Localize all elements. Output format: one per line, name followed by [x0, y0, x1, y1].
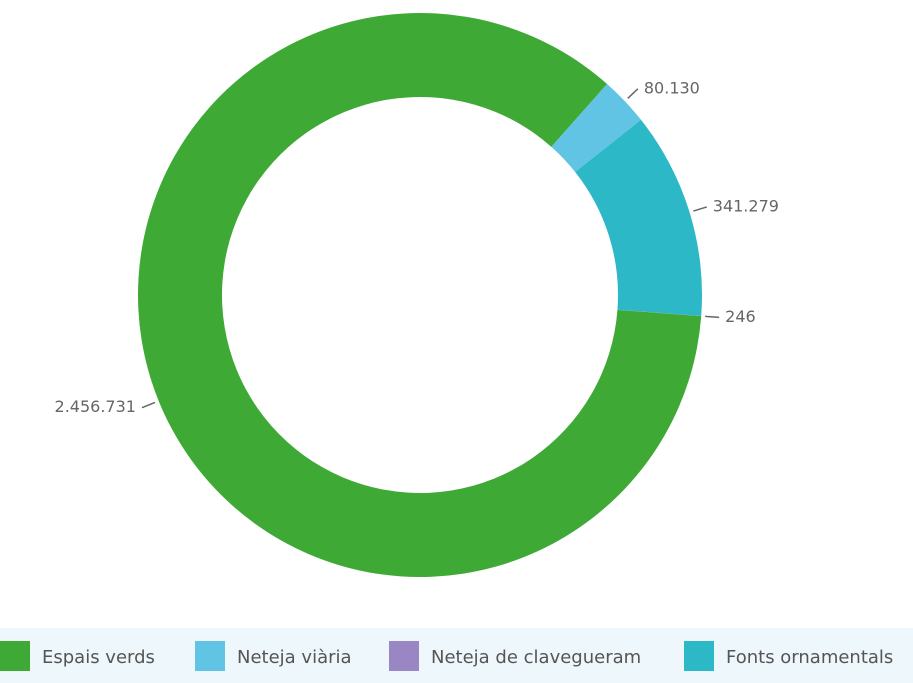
legend-label: Espais verds	[42, 647, 155, 668]
legend-swatch	[195, 641, 225, 671]
leader-line	[141, 401, 156, 409]
legend-background	[0, 628, 913, 683]
leader-line	[693, 206, 708, 212]
slice	[551, 84, 641, 172]
data-label: 80.130	[644, 78, 700, 97]
legend-label: Neteja viària	[237, 647, 352, 668]
data-label: 2.456.731	[55, 397, 136, 416]
slice	[575, 119, 702, 316]
legend-label: Neteja de clavegueram	[431, 647, 641, 668]
legend-swatch	[389, 641, 419, 671]
legend-swatch	[0, 641, 30, 671]
legend-swatch	[684, 641, 714, 671]
slice	[617, 309, 702, 317]
leader-line	[627, 88, 639, 99]
data-label: 246	[725, 307, 756, 326]
leader-line	[705, 315, 720, 319]
slice	[138, 12, 702, 577]
data-label: 341.279	[713, 196, 779, 215]
legend-label: Fonts ornamentals	[726, 647, 893, 668]
